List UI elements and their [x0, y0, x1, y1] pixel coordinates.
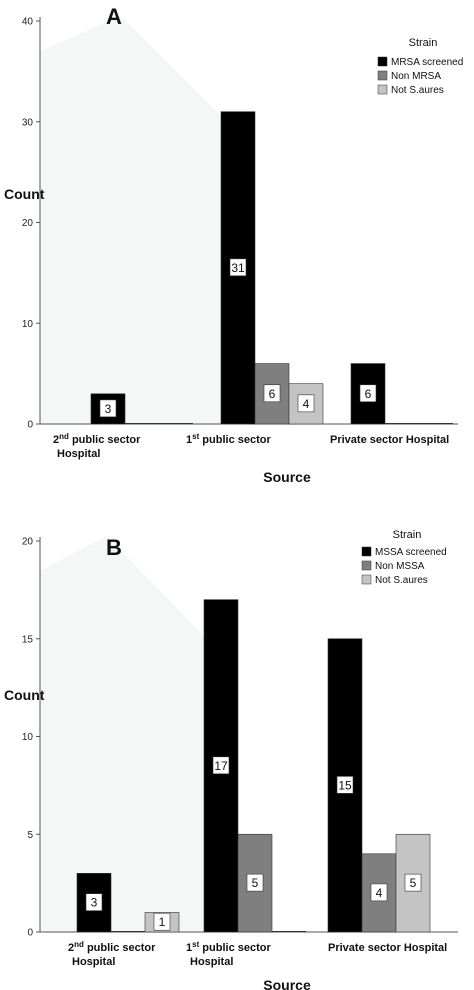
x-axis-title: Source	[263, 469, 311, 485]
x-category-label: Private sector Hospital	[330, 434, 449, 446]
legend-entry: Not S.aures	[391, 85, 444, 96]
x-category-label: 1st public sector	[186, 940, 271, 955]
data-label: 15	[338, 778, 352, 792]
data-label: 4	[303, 397, 310, 411]
legend-entry: Non MRSA	[391, 71, 441, 82]
data-label-box	[212, 756, 230, 775]
legend-entry: MSSA screened	[375, 547, 447, 558]
data-label-box	[246, 873, 264, 892]
data-label-box	[153, 912, 171, 931]
data-label-box	[263, 384, 281, 403]
legend-swatch	[377, 56, 388, 67]
y-tick-label: 5	[27, 830, 33, 841]
data-label: 6	[365, 387, 372, 401]
x-category-label: 1st public sector	[186, 432, 271, 447]
legend-swatch	[361, 560, 372, 571]
x-category-label: 2nd public sector	[68, 940, 156, 955]
y-tick-label: 10	[22, 319, 34, 330]
x-category-label-line2: Hospital	[190, 956, 233, 968]
x-category-label-line2: Hospital	[57, 448, 100, 460]
data-label: 5	[252, 876, 259, 890]
data-label-box	[336, 776, 354, 794]
data-label-box	[297, 394, 315, 413]
legend-entry: Not S.aures	[375, 575, 428, 586]
legend-title: Strain	[409, 37, 438, 49]
y-tick-label: 20	[22, 218, 34, 229]
chart-panel-a: 0 10 20 30 40 3 31 6 6 4 2nd public sectorHospital…	[4, 4, 463, 485]
legend-entry: Non MSSA	[375, 561, 425, 572]
data-label: 3	[91, 896, 98, 910]
legend-title: Strain	[393, 529, 422, 541]
data-label-box	[229, 258, 247, 277]
y-tick-label: 0	[27, 928, 33, 939]
y-tick-label: 0	[27, 420, 33, 431]
legend-swatch	[377, 70, 388, 81]
data-label: 5	[410, 876, 417, 890]
y-tick-label: 20	[22, 537, 34, 548]
data-label: 4	[376, 886, 383, 900]
panel-letter: A	[106, 4, 122, 29]
data-label: 1	[159, 915, 166, 929]
y-tick-label: 30	[22, 117, 34, 128]
legend-swatch	[361, 574, 372, 585]
x-category-label: Private sector Hospital	[328, 942, 447, 954]
y-axis-title: Count	[4, 687, 45, 703]
data-label: 6	[269, 387, 276, 401]
data-label: 31	[231, 261, 245, 275]
legend-swatch	[361, 546, 372, 557]
data-label-box	[85, 893, 103, 911]
y-tick-label: 40	[22, 17, 34, 28]
data-label-box	[370, 883, 388, 902]
data-label-box	[359, 384, 377, 403]
x-category-label: 2nd public sector	[53, 432, 141, 447]
x-axis-title: Source	[263, 977, 311, 990]
background-shade	[40, 16, 221, 424]
y-tick-label: 10	[22, 732, 34, 743]
background-shade	[40, 536, 204, 932]
legend-entry: MRSA screened	[391, 57, 463, 68]
data-label: 17	[214, 759, 228, 773]
data-label: 3	[105, 402, 112, 416]
y-tick-label: 15	[22, 634, 34, 645]
legend-swatch	[377, 84, 388, 95]
y-axis-title: Count	[4, 186, 45, 202]
x-category-label-line2: Hospital	[72, 956, 115, 968]
data-label-box	[404, 873, 422, 892]
data-label-box	[99, 399, 117, 418]
panel-letter: B	[106, 535, 122, 560]
